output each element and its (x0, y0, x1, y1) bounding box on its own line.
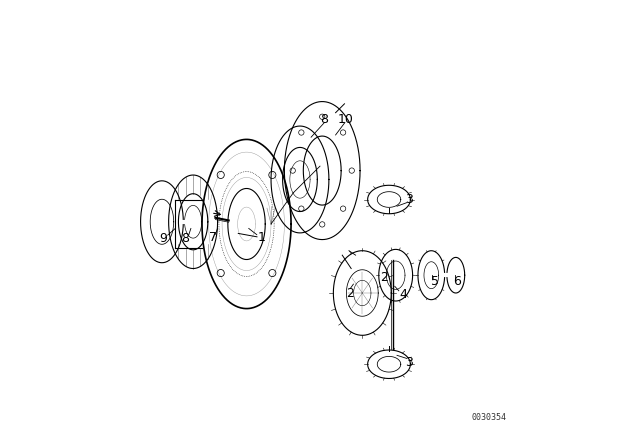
Text: 3: 3 (405, 356, 413, 369)
Text: 3: 3 (405, 193, 413, 206)
Text: 2: 2 (380, 271, 388, 284)
Text: 5: 5 (431, 276, 439, 289)
Text: 2: 2 (346, 287, 354, 300)
Text: 1: 1 (257, 231, 265, 244)
Text: 0030354: 0030354 (472, 413, 507, 422)
Text: 4: 4 (400, 288, 408, 301)
Text: 9: 9 (159, 232, 167, 245)
Text: 8: 8 (321, 113, 328, 126)
Text: 8: 8 (180, 232, 189, 245)
Text: 10: 10 (338, 113, 354, 126)
Text: 6: 6 (453, 276, 461, 289)
Text: 7: 7 (209, 231, 217, 244)
